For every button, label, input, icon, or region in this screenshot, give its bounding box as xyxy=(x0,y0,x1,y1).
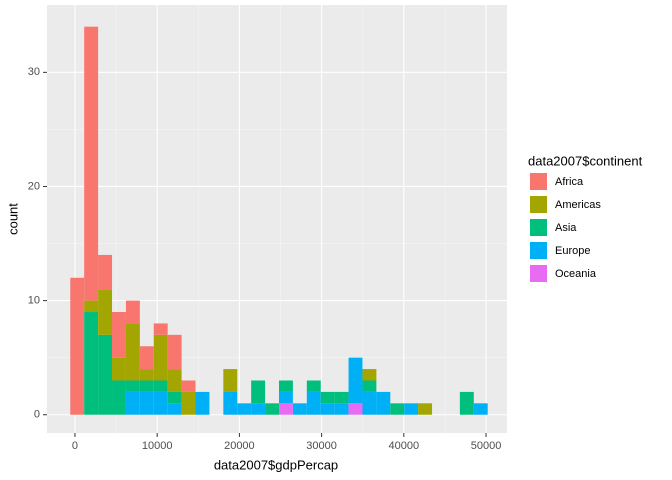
bar xyxy=(334,403,349,415)
legend-title: data2007$continent xyxy=(528,153,643,168)
bar xyxy=(70,277,85,415)
bar xyxy=(362,391,377,415)
bar xyxy=(251,403,266,415)
bar xyxy=(362,369,377,381)
bar xyxy=(139,391,154,415)
bar xyxy=(223,369,238,392)
bar xyxy=(278,380,293,392)
bar xyxy=(237,403,252,415)
bar xyxy=(278,403,293,415)
x-tick-label: 30000 xyxy=(306,440,337,452)
bar xyxy=(348,357,363,404)
bar xyxy=(459,391,474,415)
bar xyxy=(125,391,140,415)
y-tick-label: 10 xyxy=(28,295,40,307)
bar xyxy=(112,357,126,381)
legend-label: Africa xyxy=(555,176,584,188)
bar xyxy=(390,403,405,415)
bar xyxy=(139,346,154,370)
legend-key xyxy=(530,196,547,213)
bar xyxy=(153,391,168,415)
legend-key xyxy=(530,173,547,190)
legend-label: Americas xyxy=(555,199,601,211)
bar xyxy=(153,323,168,335)
x-tick-label: 40000 xyxy=(389,440,420,452)
x-axis-title: data2007$gdpPercap xyxy=(214,457,338,472)
bar xyxy=(167,391,182,404)
bar xyxy=(334,391,349,404)
bar xyxy=(181,391,196,415)
bar xyxy=(181,380,196,392)
bar xyxy=(348,403,363,415)
x-tick-label: 0 xyxy=(72,440,78,452)
bar xyxy=(167,334,182,370)
bar xyxy=(362,380,377,392)
y-axis-title: count xyxy=(5,203,20,235)
bar xyxy=(139,369,154,381)
legend-key xyxy=(530,219,547,236)
bar xyxy=(167,369,182,392)
bar xyxy=(223,391,238,415)
bar xyxy=(306,391,321,415)
bar xyxy=(84,312,99,415)
legend-label: Asia xyxy=(555,222,577,234)
bar xyxy=(473,403,488,415)
bar xyxy=(153,380,168,392)
bar xyxy=(98,289,113,335)
bar xyxy=(125,380,140,392)
bar xyxy=(376,391,391,415)
bar xyxy=(404,403,419,415)
y-tick-label: 20 xyxy=(28,180,40,192)
bar xyxy=(125,323,140,381)
x-tick-label: 20000 xyxy=(224,440,255,452)
bar xyxy=(98,334,113,415)
bar xyxy=(251,380,266,404)
x-tick-label: 10000 xyxy=(142,440,173,452)
bar xyxy=(320,403,335,415)
bar xyxy=(84,300,99,313)
bar xyxy=(139,380,154,392)
bar xyxy=(125,300,140,324)
bar xyxy=(278,391,293,404)
bar xyxy=(265,403,279,415)
legend-key xyxy=(530,265,547,282)
bar xyxy=(167,403,182,415)
legend-label: Europe xyxy=(555,245,590,257)
bar xyxy=(98,254,113,290)
y-tick-label: 0 xyxy=(34,409,40,421)
bar xyxy=(306,380,321,392)
bar xyxy=(84,26,99,301)
bar xyxy=(153,334,168,381)
bar xyxy=(292,403,307,415)
legend-key xyxy=(530,242,547,259)
bar xyxy=(195,391,210,415)
x-tick-label: 50000 xyxy=(471,440,502,452)
bar xyxy=(112,312,126,358)
bar xyxy=(320,391,335,404)
legend-label: Oceania xyxy=(555,268,597,280)
y-tick-label: 30 xyxy=(28,66,40,78)
bar xyxy=(112,380,126,415)
bar xyxy=(418,403,433,415)
